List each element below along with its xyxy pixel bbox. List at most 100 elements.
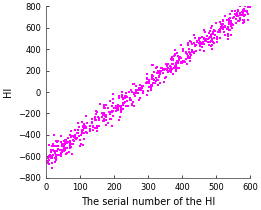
Point	[94, 118, 98, 121]
Point	[118, 105, 122, 108]
Point	[213, 29, 217, 32]
Point	[102, 120, 106, 123]
Point	[78, 144, 82, 148]
Point	[54, 158, 58, 161]
Point	[172, 66, 176, 69]
Point	[140, 84, 144, 88]
Point	[208, 40, 212, 44]
Point	[189, 54, 193, 57]
Point	[157, 70, 162, 73]
Point	[80, 132, 84, 135]
Point	[225, 28, 229, 31]
Point	[113, 106, 117, 109]
Point	[67, 150, 71, 153]
Point	[197, 38, 201, 42]
Point	[104, 123, 108, 126]
Point	[84, 114, 88, 118]
Point	[240, 12, 245, 16]
Point	[95, 110, 99, 114]
Point	[180, 61, 184, 64]
Point	[155, 79, 159, 82]
Point	[74, 138, 78, 141]
Point	[65, 151, 69, 154]
Point	[50, 144, 54, 148]
Point	[198, 48, 203, 52]
Point	[47, 154, 51, 158]
Point	[50, 154, 54, 158]
Point	[201, 37, 206, 40]
Point	[68, 139, 72, 142]
Point	[88, 130, 92, 133]
Point	[187, 50, 191, 53]
Point	[146, 90, 150, 93]
Point	[111, 97, 115, 100]
Point	[121, 107, 125, 110]
Point	[110, 110, 114, 113]
Point	[94, 112, 98, 116]
Point	[188, 51, 192, 54]
Point	[60, 148, 64, 151]
Point	[133, 95, 137, 98]
Point	[97, 116, 101, 120]
Point	[61, 142, 66, 146]
Point	[228, 16, 232, 20]
Point	[219, 25, 223, 29]
Point	[157, 72, 162, 76]
Point	[185, 62, 189, 65]
Point	[221, 26, 225, 29]
Point	[125, 95, 129, 99]
Point	[77, 125, 81, 129]
Point	[46, 161, 50, 165]
Point	[194, 43, 198, 46]
Point	[174, 66, 179, 69]
Point	[176, 60, 180, 64]
Point	[234, 17, 238, 21]
Point	[147, 85, 151, 89]
Point	[225, 19, 229, 22]
Point	[221, 27, 225, 31]
Point	[93, 116, 97, 119]
Point	[151, 74, 155, 77]
Point	[144, 81, 148, 84]
Point	[136, 91, 140, 94]
Point	[99, 115, 104, 119]
Point	[156, 79, 161, 82]
Point	[151, 63, 156, 66]
Point	[70, 134, 75, 137]
Point	[114, 106, 118, 110]
Point	[121, 108, 125, 111]
Point	[206, 37, 210, 40]
Point	[161, 71, 165, 74]
Point	[188, 55, 192, 59]
Point	[228, 29, 232, 32]
Point	[88, 124, 92, 128]
Point	[242, 14, 246, 17]
Point	[54, 144, 58, 148]
Point	[226, 26, 230, 29]
Point	[66, 137, 70, 140]
Point	[212, 28, 216, 31]
Point	[175, 51, 179, 55]
Point	[238, 17, 242, 21]
Point	[248, 5, 252, 9]
Point	[56, 148, 60, 151]
Point	[137, 89, 141, 92]
Point	[106, 121, 110, 125]
Point	[212, 41, 216, 44]
Point	[91, 128, 95, 131]
Point	[45, 160, 50, 164]
Point	[81, 128, 86, 131]
Point	[223, 25, 227, 29]
Point	[151, 77, 155, 81]
Point	[68, 141, 72, 145]
Point	[165, 68, 169, 72]
Point	[69, 130, 73, 133]
Point	[210, 24, 214, 28]
Point	[75, 136, 79, 140]
Point	[227, 20, 231, 23]
Point	[235, 13, 240, 16]
Point	[72, 140, 76, 143]
Point	[171, 57, 176, 60]
Point	[197, 42, 201, 45]
Point	[222, 30, 226, 33]
